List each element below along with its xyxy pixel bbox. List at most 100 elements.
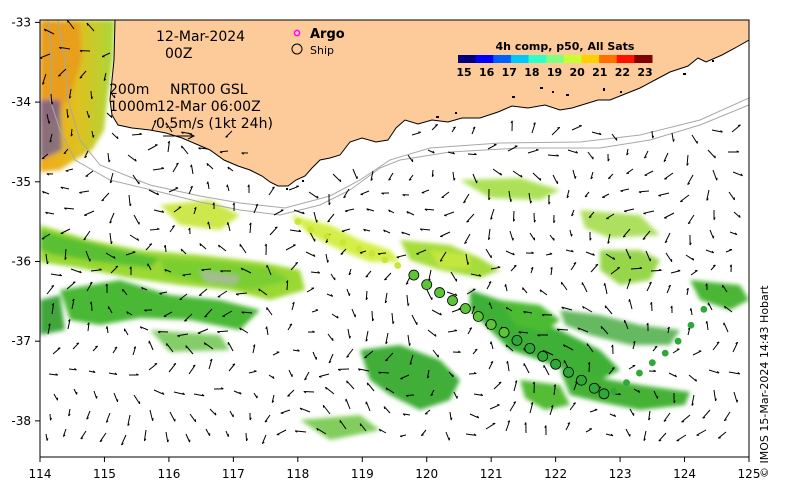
current-arrow: [388, 172, 394, 181]
current-arrow-head: [297, 349, 300, 352]
current-arrow-head: [608, 177, 611, 180]
ship-position-marker: [524, 342, 536, 354]
current-arrow-head: [58, 75, 61, 77]
current-arrow: [384, 292, 388, 304]
current-arrow: [403, 413, 411, 416]
current-arrow-head: [532, 381, 535, 385]
current-arrow: [571, 125, 582, 131]
current-arrow-head: [63, 152, 67, 155]
current-arrow: [728, 371, 740, 375]
current-arrow: [303, 390, 315, 393]
current-arrow: [346, 288, 350, 296]
colorbar-swatch: [616, 55, 635, 63]
current-arrow: [732, 171, 743, 177]
current-arrow-head: [302, 211, 305, 215]
current-arrow: [229, 410, 234, 418]
current-arrow-head: [723, 305, 726, 309]
current-arrow: [447, 330, 457, 333]
current-arrow: [687, 327, 691, 336]
current-arrow: [148, 363, 158, 371]
current-arrow: [59, 46, 71, 50]
current-arrow: [239, 243, 247, 254]
current-arrow: [152, 167, 164, 171]
current-arrow: [113, 392, 118, 402]
current-arrow-head: [303, 391, 307, 394]
current-arrow-head: [46, 261, 49, 265]
current-arrow: [351, 308, 356, 318]
current-arrow-head: [535, 148, 539, 151]
current-arrow: [432, 349, 439, 358]
current-arrow-head: [736, 399, 739, 403]
current-arrow: [663, 152, 669, 162]
current-arrow-head: [607, 158, 610, 162]
current-arrow-head: [232, 202, 235, 206]
ship-position-marker: [339, 238, 347, 246]
colorbar-tick-label: 16: [479, 66, 495, 79]
current-arrow: [724, 305, 733, 313]
current-arrow: [352, 168, 358, 180]
current-arrow: [316, 427, 327, 435]
colorbar-tick-label: 21: [592, 66, 607, 79]
current-arrow: [588, 211, 595, 218]
current-arrow-head: [667, 326, 670, 330]
current-arrow: [507, 361, 510, 372]
current-arrow-head: [330, 294, 334, 297]
current-arrow: [430, 389, 435, 396]
current-arrow: [489, 404, 500, 410]
current-arrow: [108, 306, 113, 314]
current-arrow-head: [439, 259, 443, 262]
current-arrow: [292, 349, 300, 352]
current-arrow: [65, 168, 74, 172]
ship-label: Ship: [310, 44, 334, 57]
current-arrow: [201, 268, 212, 271]
current-arrow: [228, 363, 236, 372]
current-arrow: [679, 194, 690, 203]
current-arrow: [529, 232, 535, 241]
current-arrow-head: [562, 344, 566, 348]
current-arrow: [125, 251, 136, 256]
current-arrow-head: [738, 214, 741, 218]
current-arrow: [120, 434, 127, 446]
current-arrow: [391, 312, 394, 324]
current-arrow: [493, 381, 502, 390]
current-arrow: [148, 189, 159, 196]
current-arrow: [168, 363, 177, 373]
current-arrow: [272, 351, 280, 356]
current-arrow-head: [86, 417, 89, 420]
current-arrow: [646, 281, 652, 292]
current-arrow: [378, 428, 387, 434]
current-vectors: [40, 20, 743, 446]
current-arrow: [226, 184, 230, 192]
current-arrow: [346, 380, 355, 390]
current-arrow-head: [550, 266, 553, 270]
current-arrow-head: [289, 323, 293, 326]
current-arrow: [365, 270, 372, 278]
current-arrow: [561, 306, 573, 311]
x-tick-label: 114: [29, 467, 52, 481]
current-time-label: 12-Mar 06:00Z: [157, 99, 261, 115]
ship-position-marker: [421, 279, 433, 291]
current-arrow: [505, 306, 513, 312]
current-arrow-head: [497, 266, 501, 268]
current-arrow-head: [716, 371, 720, 374]
current-arrow: [671, 132, 674, 142]
current-arrow-head: [327, 260, 329, 263]
current-arrow-head: [190, 164, 192, 168]
current-arrow: [371, 310, 374, 322]
current-arrow-head: [467, 262, 470, 265]
current-arrow-head: [432, 150, 435, 154]
ship-position-marker: [700, 305, 708, 313]
current-arrow: [589, 409, 598, 413]
current-arrow-head: [574, 176, 577, 179]
current-arrow-head: [384, 278, 387, 281]
current-arrow: [109, 172, 114, 184]
current-arrow: [312, 351, 317, 360]
current-arrow: [318, 373, 330, 378]
current-arrow: [492, 168, 502, 176]
current-arrow: [299, 407, 311, 413]
current-arrow-head: [566, 195, 570, 199]
current-arrow: [84, 210, 95, 216]
current-arrow: [588, 362, 591, 373]
current-arrow-head: [139, 132, 142, 135]
current-arrow: [151, 120, 157, 131]
